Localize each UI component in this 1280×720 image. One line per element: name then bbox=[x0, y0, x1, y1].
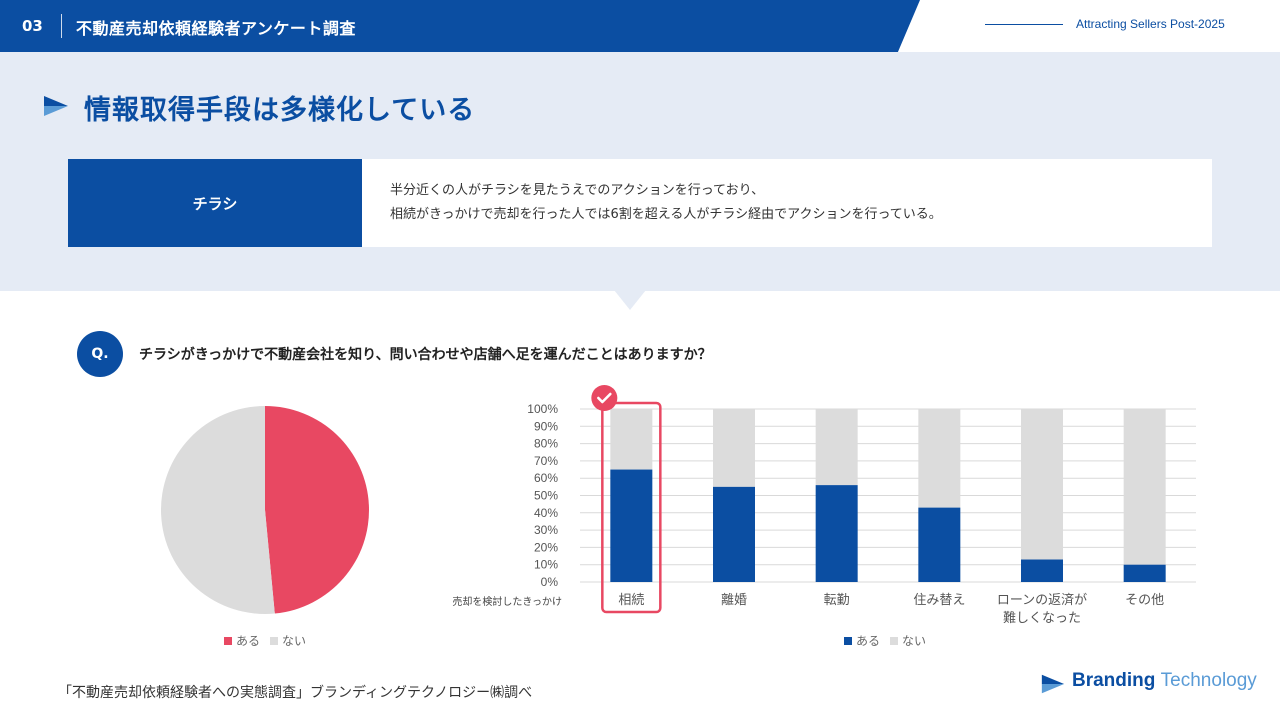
bar-legend: ある ない bbox=[844, 634, 926, 648]
legend-swatch bbox=[224, 636, 232, 645]
category-axis-label: 売却を検討したきっかけ bbox=[452, 595, 562, 608]
header-divider bbox=[61, 14, 62, 38]
y-tick-label: 30% bbox=[534, 523, 558, 537]
legend-swatch bbox=[890, 637, 898, 645]
bar-segment-yes bbox=[918, 507, 961, 582]
headline: 情報取得手段は多様化している bbox=[84, 95, 476, 126]
y-tick-label: 0% bbox=[541, 575, 559, 589]
y-tick-label: 60% bbox=[534, 471, 558, 485]
pie-slice bbox=[265, 406, 369, 614]
y-tick-label: 70% bbox=[534, 454, 558, 468]
top-bar-banner bbox=[0, 0, 920, 52]
pie-slice bbox=[161, 406, 275, 614]
legend-item-yes: ある bbox=[224, 632, 260, 649]
x-tick-label: ローンの返済が bbox=[997, 592, 1087, 608]
y-tick-label: 90% bbox=[534, 419, 558, 433]
legend-swatch bbox=[270, 636, 279, 645]
pie-legend: ある ない bbox=[224, 632, 306, 649]
x-tick-label: 離婚 bbox=[721, 593, 747, 608]
x-tick-label: その他 bbox=[1125, 593, 1164, 608]
check-icon bbox=[591, 385, 618, 411]
bar-segment-yes bbox=[610, 469, 653, 582]
logo-word: Branding bbox=[1072, 670, 1156, 691]
check-mark bbox=[597, 392, 612, 404]
bar-segment-no bbox=[1123, 409, 1166, 565]
summary-box: チラシ 半分近くの人がチラシを見たうえでのアクションを行っており、 相続がきっか… bbox=[68, 159, 1212, 247]
logo-text: Branding Technology bbox=[1072, 670, 1257, 692]
pie-chart-svg bbox=[161, 406, 369, 614]
x-tick-label: 難しくなった bbox=[1003, 611, 1081, 626]
bar-segment-no bbox=[713, 409, 755, 487]
bar-chart-svg: 0% 10% 20% 30% 40% 50% 60% 70% 80% 90% 100% 売却を検討した… bbox=[452, 385, 1196, 648]
tagline: Attracting Sellers Post-2025 bbox=[1076, 17, 1225, 31]
legend-label: ない bbox=[902, 634, 926, 648]
bar-segment-no bbox=[1021, 409, 1063, 560]
x-tick-label: 住み替え bbox=[913, 593, 965, 608]
y-tick-label: 80% bbox=[534, 437, 558, 451]
y-tick-label: 20% bbox=[534, 540, 558, 554]
x-tick-label: 相続 bbox=[618, 593, 644, 608]
company-logo: Branding Technology bbox=[1040, 668, 1257, 698]
y-tick-label: 40% bbox=[534, 506, 558, 520]
tagline-rule bbox=[985, 24, 1063, 25]
legend-item-no: ない bbox=[270, 632, 306, 649]
summary-line: 半分近くの人がチラシを見たうえでのアクションを行っており、 bbox=[390, 183, 765, 198]
check-badge bbox=[591, 385, 618, 411]
bar-segment-yes bbox=[1021, 559, 1063, 582]
bar-segment-no bbox=[815, 409, 858, 486]
summary-line: 相続がきっかけで売却を行った人では6割を超える人がチラシ経由でアクションを行って… bbox=[390, 207, 942, 222]
legend-label: ある bbox=[236, 634, 261, 648]
bar-segment-yes bbox=[713, 486, 755, 582]
bar-segment-no bbox=[918, 409, 961, 508]
bar-segment-yes bbox=[1123, 564, 1166, 582]
y-tick-label: 50% bbox=[534, 489, 558, 503]
logo-word: Technology bbox=[1160, 670, 1257, 691]
paper-plane-icon bbox=[44, 96, 68, 116]
band-pointer bbox=[614, 290, 646, 310]
pie-chart bbox=[150, 395, 390, 625]
x-tick-label: 転勤 bbox=[824, 593, 850, 608]
slide-number: 03 bbox=[22, 17, 43, 35]
y-tick-label: 10% bbox=[534, 558, 558, 572]
bar-segment-yes bbox=[815, 485, 858, 582]
legend-label: ある bbox=[856, 634, 880, 648]
summary-text: 半分近くの人がチラシを見たうえでのアクションを行っており、 相続がきっかけで売却… bbox=[390, 179, 942, 227]
section-title: 不動産売却依頼経験者アンケート調査 bbox=[76, 19, 356, 38]
summary-label: チラシ bbox=[68, 159, 362, 247]
top-bar: 03 不動産売却依頼経験者アンケート調査 Attracting Sellers … bbox=[0, 0, 1280, 52]
bar-segment-no bbox=[610, 409, 653, 470]
highlight-frame bbox=[601, 401, 662, 614]
source-note: 「不動産売却依頼経験者への実態調査」ブランディングテクノロジー㈱調べ bbox=[58, 685, 533, 701]
question-badge: Q. bbox=[77, 331, 123, 377]
legend-label: ない bbox=[282, 634, 307, 648]
question-text: チラシがきっかけで不動産会社を知り、問い合わせや店舗へ足を運んだことはありますか… bbox=[139, 347, 712, 363]
logo-plane-icon bbox=[1041, 674, 1065, 694]
legend-swatch bbox=[844, 637, 852, 645]
y-tick-label: 100% bbox=[527, 402, 558, 416]
stacked-bar-chart: 0% 10% 20% 30% 40% 50% 60% 70% 80% 90% 100% 売却を検討した… bbox=[420, 385, 1220, 655]
